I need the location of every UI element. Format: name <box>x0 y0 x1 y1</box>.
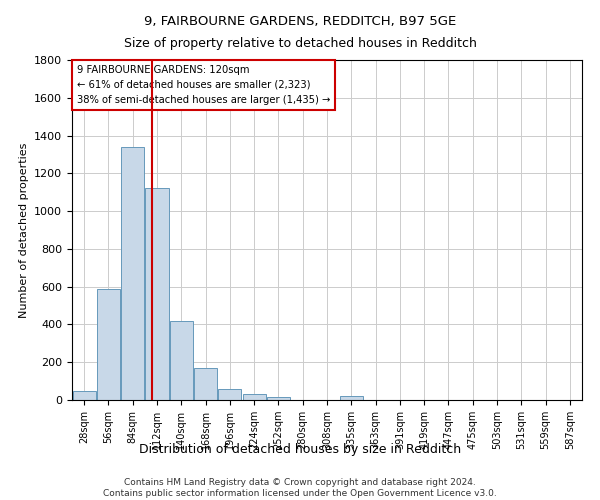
Bar <box>145 188 169 400</box>
Bar <box>340 396 363 400</box>
Bar <box>97 288 120 400</box>
Bar <box>121 147 144 400</box>
Y-axis label: Number of detached properties: Number of detached properties <box>19 142 29 318</box>
Bar <box>170 320 193 400</box>
Text: 9, FAIRBOURNE GARDENS, REDDITCH, B97 5GE: 9, FAIRBOURNE GARDENS, REDDITCH, B97 5GE <box>144 15 456 28</box>
Bar <box>218 388 241 400</box>
Bar <box>194 368 217 400</box>
Bar <box>242 394 266 400</box>
Bar <box>73 390 95 400</box>
Text: Size of property relative to detached houses in Redditch: Size of property relative to detached ho… <box>124 38 476 51</box>
Text: Distribution of detached houses by size in Redditch: Distribution of detached houses by size … <box>139 442 461 456</box>
Bar <box>267 397 290 400</box>
Text: Contains HM Land Registry data © Crown copyright and database right 2024.
Contai: Contains HM Land Registry data © Crown c… <box>103 478 497 498</box>
Text: 9 FAIRBOURNE GARDENS: 120sqm
← 61% of detached houses are smaller (2,323)
38% of: 9 FAIRBOURNE GARDENS: 120sqm ← 61% of de… <box>77 65 331 104</box>
